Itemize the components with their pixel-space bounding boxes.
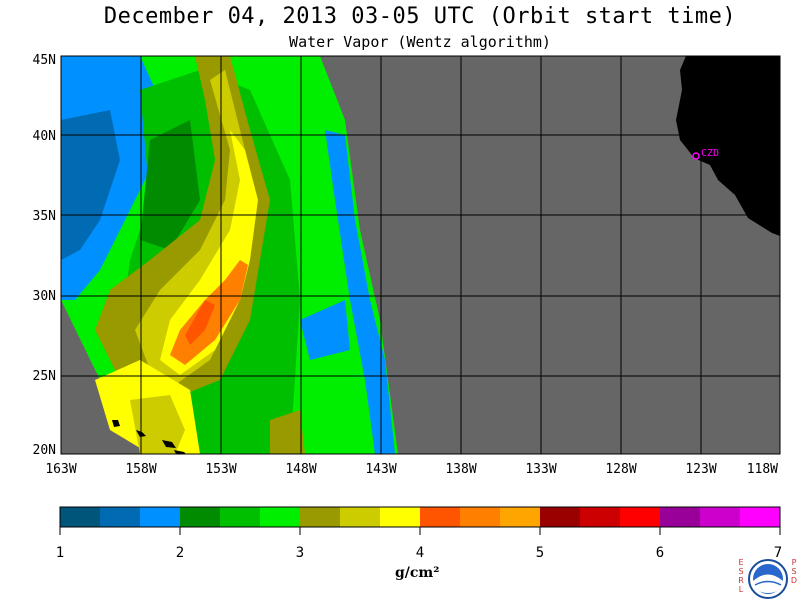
lat-label: 35N <box>33 209 56 224</box>
island-maui <box>162 440 176 448</box>
lon-label: 138W <box>445 462 476 477</box>
chart-title: December 04, 2013 03-05 UTC (Orbit start… <box>103 4 737 29</box>
colorbar-swatch <box>540 507 581 527</box>
station-marker <box>692 152 700 160</box>
island-kauai <box>112 420 120 427</box>
lat-label: 20N <box>33 443 56 458</box>
colorbar-tick-label: 6 <box>655 545 665 561</box>
lon-label: 143W <box>365 462 396 477</box>
colorbar-tick-label: 4 <box>415 545 425 561</box>
map-frame <box>60 55 781 455</box>
colorbar-units: g/cm² <box>395 565 440 581</box>
colorbar-swatch <box>180 507 221 527</box>
colorbar-swatch <box>620 507 661 527</box>
lon-label: 148W <box>285 462 316 477</box>
colorbar-swatch <box>700 507 741 527</box>
colorbar-swatch <box>340 507 381 527</box>
swath-darkblue-west <box>61 110 120 260</box>
lon-label: 133W <box>525 462 556 477</box>
swath-blue-east <box>325 130 395 454</box>
colorbar-swatch <box>580 507 621 527</box>
colorbar-ticks <box>59 527 781 535</box>
colorbar-swatch <box>660 507 701 527</box>
south-olive <box>130 395 185 454</box>
colorbar-swatch <box>60 507 101 527</box>
colorbar-tick-label: 2 <box>175 545 185 561</box>
colorbar-swatch <box>420 507 461 527</box>
colorbar-swatch <box>100 507 141 527</box>
lon-label: 118W <box>747 462 778 477</box>
colorbar-swatch <box>460 507 501 527</box>
swath-darkgreen-patch <box>140 120 200 250</box>
latitude-labels: 45N 40N 35N 30N 25N 20N <box>33 53 56 458</box>
gridlines <box>61 56 780 454</box>
colorbar-swatch <box>300 507 341 527</box>
colorbar-tick-label: 7 <box>773 545 783 561</box>
station-label: CZD <box>701 148 719 159</box>
lon-label: 128W <box>605 462 636 477</box>
plume-yellow <box>160 130 258 375</box>
longitude-labels: 163W 158W 153W 148W 143W 138W 133W 128W 123W 118W <box>45 462 778 477</box>
lon-label: 158W <box>125 462 156 477</box>
colorbar-tick-label: 5 <box>535 545 545 561</box>
lon-label: 123W <box>685 462 716 477</box>
lat-label: 40N <box>33 129 56 144</box>
colorbar-swatch <box>260 507 301 527</box>
colorbar-swatch <box>500 507 541 527</box>
colorbar-swatch <box>140 507 181 527</box>
lat-label: 30N <box>33 289 56 304</box>
chart-subtitle: Water Vapor (Wentz algorithm) <box>289 33 551 51</box>
land-mass <box>676 56 780 236</box>
lat-label: 25N <box>33 369 56 384</box>
colorbar-swatch <box>380 507 421 527</box>
lon-label: 163W <box>45 462 76 477</box>
colorbar-tick-label: 3 <box>295 545 305 561</box>
plume-dark-orange <box>185 300 215 345</box>
satellite-swath <box>61 56 398 454</box>
colorbar-tick-label: 1 <box>55 545 65 561</box>
swath-blue-patch <box>300 300 350 360</box>
lon-label: 153W <box>205 462 236 477</box>
colorbar-swatch <box>220 507 261 527</box>
island-hawaii <box>174 450 186 454</box>
south-olive-east <box>270 410 305 454</box>
noaa-emblem-icon <box>748 559 788 599</box>
colorbar <box>60 507 781 527</box>
colorbar-swatch <box>740 507 781 527</box>
lat-label: 45N <box>33 53 56 68</box>
